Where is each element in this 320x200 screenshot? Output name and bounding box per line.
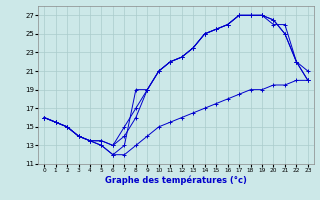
X-axis label: Graphe des températures (°c): Graphe des températures (°c) bbox=[105, 176, 247, 185]
